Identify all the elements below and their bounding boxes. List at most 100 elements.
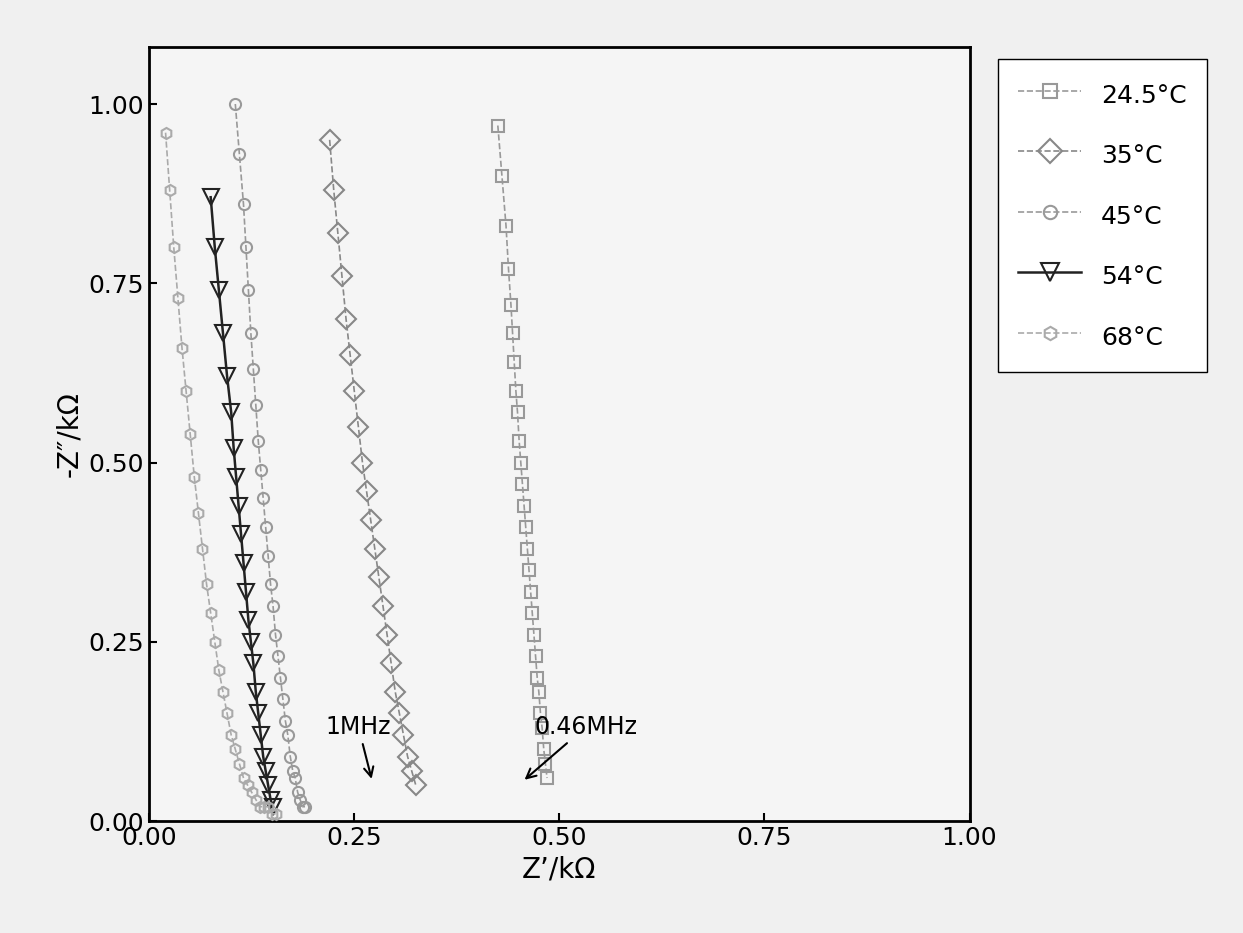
35°C xyxy=(404,765,419,776)
68°C xyxy=(170,292,185,303)
54°C xyxy=(241,615,256,626)
35°C xyxy=(392,708,406,719)
35°C xyxy=(363,514,378,525)
54°C xyxy=(254,730,268,741)
54°C xyxy=(226,442,241,453)
35°C xyxy=(384,658,399,669)
68°C xyxy=(203,607,219,619)
35°C xyxy=(338,313,353,325)
54°C xyxy=(211,285,226,296)
35°C xyxy=(326,185,341,196)
24.5°C xyxy=(533,708,548,719)
45°C xyxy=(297,801,312,813)
54°C xyxy=(215,327,230,339)
45°C xyxy=(249,399,264,411)
24.5°C xyxy=(527,629,542,640)
68°C xyxy=(195,543,210,554)
45°C xyxy=(239,242,254,253)
24.5°C xyxy=(520,543,534,554)
54°C xyxy=(239,586,254,597)
X-axis label: Z’/kΩ: Z’/kΩ xyxy=(522,856,597,884)
45°C xyxy=(264,578,278,590)
24.5°C xyxy=(512,436,527,447)
24.5°C xyxy=(522,564,537,576)
68°C xyxy=(261,801,276,813)
24.5°C xyxy=(510,407,525,418)
45°C xyxy=(227,98,242,109)
24.5°C xyxy=(501,263,516,274)
24.5°C xyxy=(495,170,510,181)
45°C xyxy=(273,672,288,683)
68°C xyxy=(256,801,271,813)
24.5°C xyxy=(530,672,544,683)
35°C xyxy=(368,543,383,554)
68°C xyxy=(167,242,181,253)
68°C xyxy=(179,385,194,397)
35°C xyxy=(351,421,365,432)
24.5°C xyxy=(513,457,528,468)
45°C xyxy=(259,522,273,533)
35°C xyxy=(400,751,415,762)
68°C xyxy=(252,801,267,813)
45°C xyxy=(254,464,268,475)
45°C xyxy=(246,364,261,375)
68°C xyxy=(224,730,239,741)
45°C xyxy=(295,801,310,813)
35°C xyxy=(347,385,362,397)
45°C xyxy=(287,773,302,784)
45°C xyxy=(232,148,247,160)
45°C xyxy=(266,600,281,611)
54°C xyxy=(261,780,276,791)
24.5°C xyxy=(518,522,533,533)
68°C xyxy=(268,808,283,819)
54°C xyxy=(264,794,278,805)
54°C xyxy=(244,636,259,648)
45°C xyxy=(278,715,293,726)
54°C xyxy=(208,242,222,253)
24.5°C xyxy=(507,356,522,368)
Line: 35°C: 35°C xyxy=(323,132,423,792)
45°C xyxy=(261,550,276,562)
68°C xyxy=(199,578,214,590)
45°C xyxy=(283,751,298,762)
68°C xyxy=(240,780,255,791)
45°C xyxy=(281,730,296,741)
54°C xyxy=(231,500,246,511)
45°C xyxy=(290,787,305,798)
35°C xyxy=(359,485,374,496)
45°C xyxy=(236,199,251,210)
54°C xyxy=(236,557,251,568)
24.5°C xyxy=(525,607,539,619)
Text: 0.46MHz: 0.46MHz xyxy=(526,715,638,778)
54°C xyxy=(224,407,239,418)
Line: 54°C: 54°C xyxy=(203,189,281,815)
24.5°C xyxy=(508,385,523,397)
68°C xyxy=(244,787,259,798)
Y-axis label: -Z″/kΩ: -Z″/kΩ xyxy=(55,391,83,477)
54°C xyxy=(246,658,261,669)
24.5°C xyxy=(539,773,554,784)
68°C xyxy=(208,636,222,648)
24.5°C xyxy=(534,722,549,733)
35°C xyxy=(397,730,411,741)
68°C xyxy=(236,773,251,784)
45°C xyxy=(271,650,286,661)
54°C xyxy=(266,801,281,813)
45°C xyxy=(292,794,307,805)
54°C xyxy=(203,191,219,202)
68°C xyxy=(174,342,189,354)
68°C xyxy=(211,665,226,676)
68°C xyxy=(220,708,235,719)
68°C xyxy=(249,794,264,805)
35°C xyxy=(372,572,387,583)
54°C xyxy=(259,765,273,776)
35°C xyxy=(379,629,394,640)
35°C xyxy=(343,349,358,360)
54°C xyxy=(249,687,264,698)
35°C xyxy=(375,600,390,611)
45°C xyxy=(244,327,259,339)
Legend: 24.5°C, 35°C, 45°C, 54°C, 68°C: 24.5°C, 35°C, 45°C, 54°C, 68°C xyxy=(998,59,1207,371)
54°C xyxy=(229,471,244,482)
45°C xyxy=(251,436,266,447)
Line: 68°C: 68°C xyxy=(160,127,282,819)
